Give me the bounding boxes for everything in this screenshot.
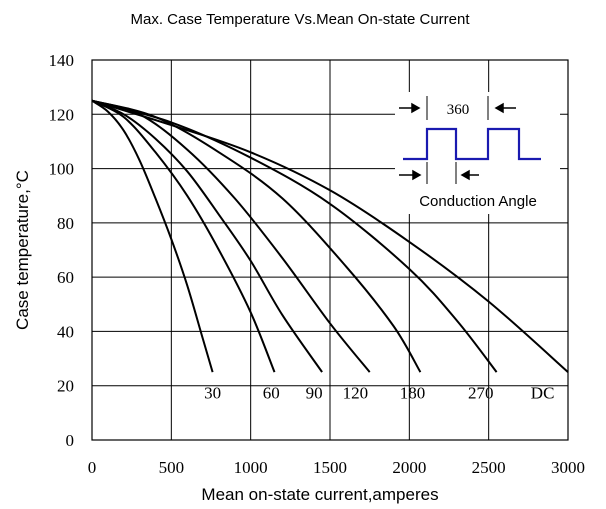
square-wave <box>403 127 541 161</box>
series-label-180: 180 <box>400 383 426 402</box>
x-tick-label: 500 <box>159 458 185 477</box>
y-tick-label: 20 <box>57 377 74 396</box>
x-tick-label: 1000 <box>234 458 268 477</box>
y-tick-label: 40 <box>57 322 74 341</box>
series-line-30 <box>91 99 214 373</box>
x-tick-label: 3000 <box>551 458 585 477</box>
chart-title: Max. Case Temperature Vs.Mean On-state C… <box>130 11 470 28</box>
period-arrow-right <box>494 102 516 114</box>
x-tick-label: 2000 <box>392 458 426 477</box>
series-label-90: 90 <box>306 383 323 402</box>
y-tick-label: 140 <box>49 51 75 70</box>
series-label-dc: DC <box>531 383 555 402</box>
x-tick-label: 0 <box>88 458 97 477</box>
x-tick-label: 2500 <box>472 458 506 477</box>
inset-period-label: 360 <box>447 102 470 118</box>
conduction-arrow-right <box>460 169 479 181</box>
inset-background <box>395 92 560 214</box>
series-label-270: 270 <box>468 383 494 402</box>
period-arrow-left <box>399 102 421 114</box>
x-tick-label: 1500 <box>313 458 347 477</box>
series-line-90 <box>91 99 323 373</box>
series-label-30: 30 <box>204 383 221 402</box>
series-line-60 <box>91 99 276 373</box>
conduction-arrow-left <box>399 169 422 181</box>
series-lines: 30 60 90 120 180 270 DC <box>91 99 569 402</box>
y-axis-label: Case temperature,°C <box>13 170 32 330</box>
y-tick-label: 60 <box>57 268 74 287</box>
x-axis-label: Mean on-state current,amperes <box>201 485 438 504</box>
conduction-angle-inset: 360 Conduction Angle <box>395 92 560 214</box>
tick-labels: 0 500 1000 1500 2000 2500 3000 0 20 40 60 80 100 120 1… <box>49 51 586 477</box>
y-tick-label: 100 <box>49 160 75 179</box>
series-line-dc <box>91 99 569 373</box>
inset-caption: Conduction Angle <box>419 193 537 210</box>
y-tick-label: 0 <box>66 431 75 450</box>
series-label-120: 120 <box>343 383 369 402</box>
y-tick-label: 120 <box>49 105 75 124</box>
series-label-60: 60 <box>263 383 280 402</box>
y-tick-label: 80 <box>57 214 74 233</box>
series-line-270 <box>91 99 498 373</box>
